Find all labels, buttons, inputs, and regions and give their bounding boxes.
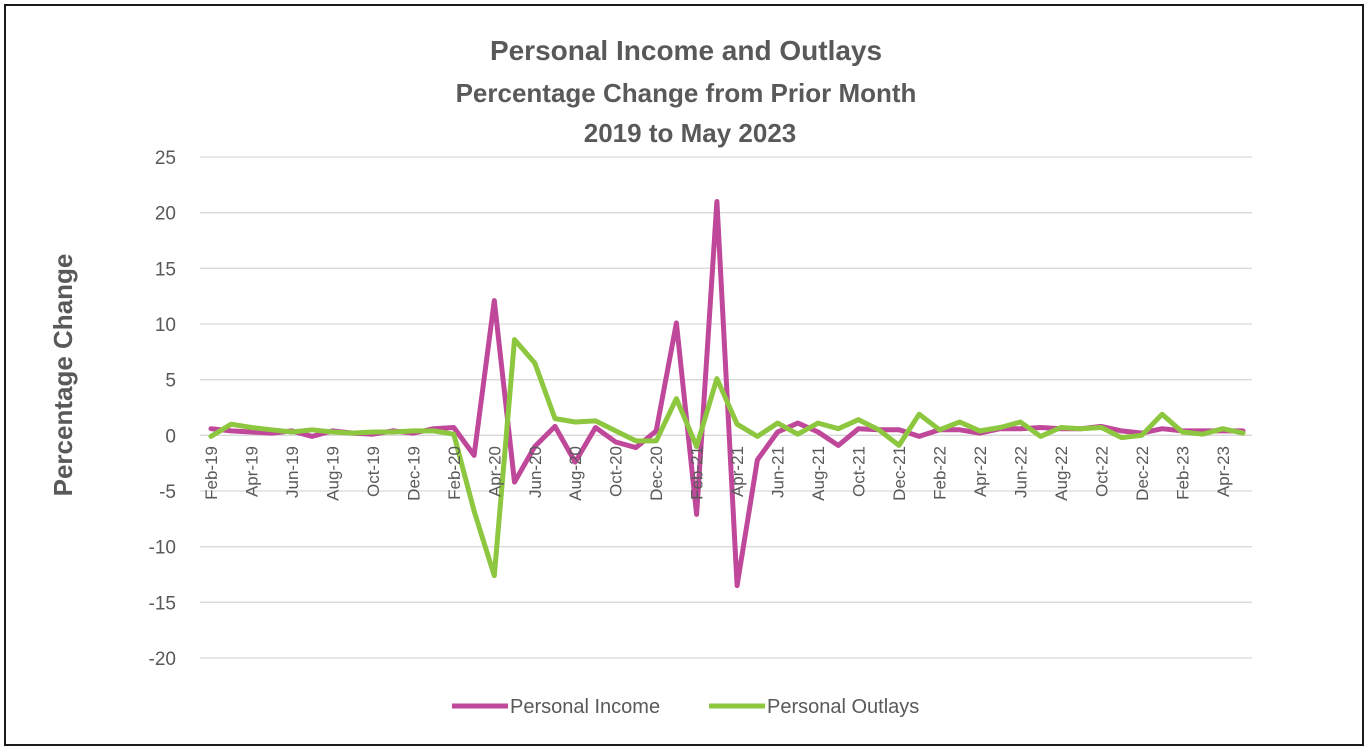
y-tick-label: -5 [159, 482, 176, 503]
x-tick-label: Oct-20 [607, 446, 626, 497]
y-tick-label: 25 [155, 148, 176, 169]
chart-title: Personal Income and Outlays [490, 35, 882, 66]
x-tick-label: Feb-23 [1173, 446, 1192, 500]
series-lines [208, 199, 1246, 589]
y-tick-label: 10 [155, 315, 176, 336]
x-tick-label: Dec-21 [890, 446, 909, 501]
y-tick-label: 5 [165, 371, 176, 392]
x-tick-label: Apr-20 [485, 446, 504, 497]
y-tick-label: -10 [149, 538, 176, 559]
chart-subtitle-line-2: 2019 to May 2023 [584, 118, 796, 148]
x-tick-label: Oct-21 [850, 446, 869, 497]
x-tick-label: Apr-22 [971, 446, 990, 497]
y-tick-label: 0 [165, 426, 176, 447]
chart-subtitle-line-1: Percentage Change from Prior Month [456, 78, 917, 108]
y-axis-label: Percentage Change [48, 254, 78, 497]
x-tick-label: Jun-21 [769, 446, 788, 498]
x-tick-label: Feb-19 [202, 446, 221, 500]
y-tick-label: 20 [155, 204, 176, 225]
series-line-personal-income [208, 199, 1246, 589]
x-tick-label: Feb-22 [931, 446, 950, 500]
x-tick-label: Aug-21 [809, 446, 828, 501]
legend-label-personal-outlays: Personal Outlays [767, 696, 919, 718]
gridlines [200, 156, 1252, 659]
x-tick-label: Apr-21 [728, 446, 747, 497]
x-tick-label: Jun-19 [283, 446, 302, 498]
legend-label-personal-income: Personal Income [510, 696, 660, 718]
y-axis-ticks: 25 20 15 10 5 0 -5 -10 -15 -20 [149, 148, 176, 670]
x-tick-label: Apr-23 [1214, 446, 1233, 497]
x-tick-label: Jun-22 [1011, 446, 1030, 498]
x-tick-label: Dec-20 [647, 446, 666, 501]
x-tick-label: Oct-22 [1092, 446, 1111, 497]
x-tick-label: Aug-20 [566, 446, 585, 501]
legend: Personal Income Personal Outlays [452, 696, 919, 718]
x-tick-label: Dec-22 [1133, 446, 1152, 501]
x-tick-label: Feb-20 [445, 446, 464, 500]
x-tick-label: Feb-21 [688, 446, 707, 500]
x-axis-ticks: Feb-19 Apr-19 Jun-19 Aug-19 Oct-19 Dec-19 Feb-… [202, 446, 1233, 501]
y-tick-label: 15 [155, 259, 176, 280]
y-tick-label: -15 [149, 593, 176, 614]
x-tick-label: Apr-19 [243, 446, 262, 497]
x-tick-label: Aug-19 [323, 446, 342, 501]
x-tick-label: Jun-20 [526, 446, 545, 498]
x-tick-label: Oct-19 [364, 446, 383, 497]
y-tick-label: -20 [149, 649, 176, 670]
x-tick-label: Aug-22 [1052, 446, 1071, 501]
series-line-personal-outlays [208, 337, 1246, 579]
x-tick-label: Dec-19 [404, 446, 423, 501]
